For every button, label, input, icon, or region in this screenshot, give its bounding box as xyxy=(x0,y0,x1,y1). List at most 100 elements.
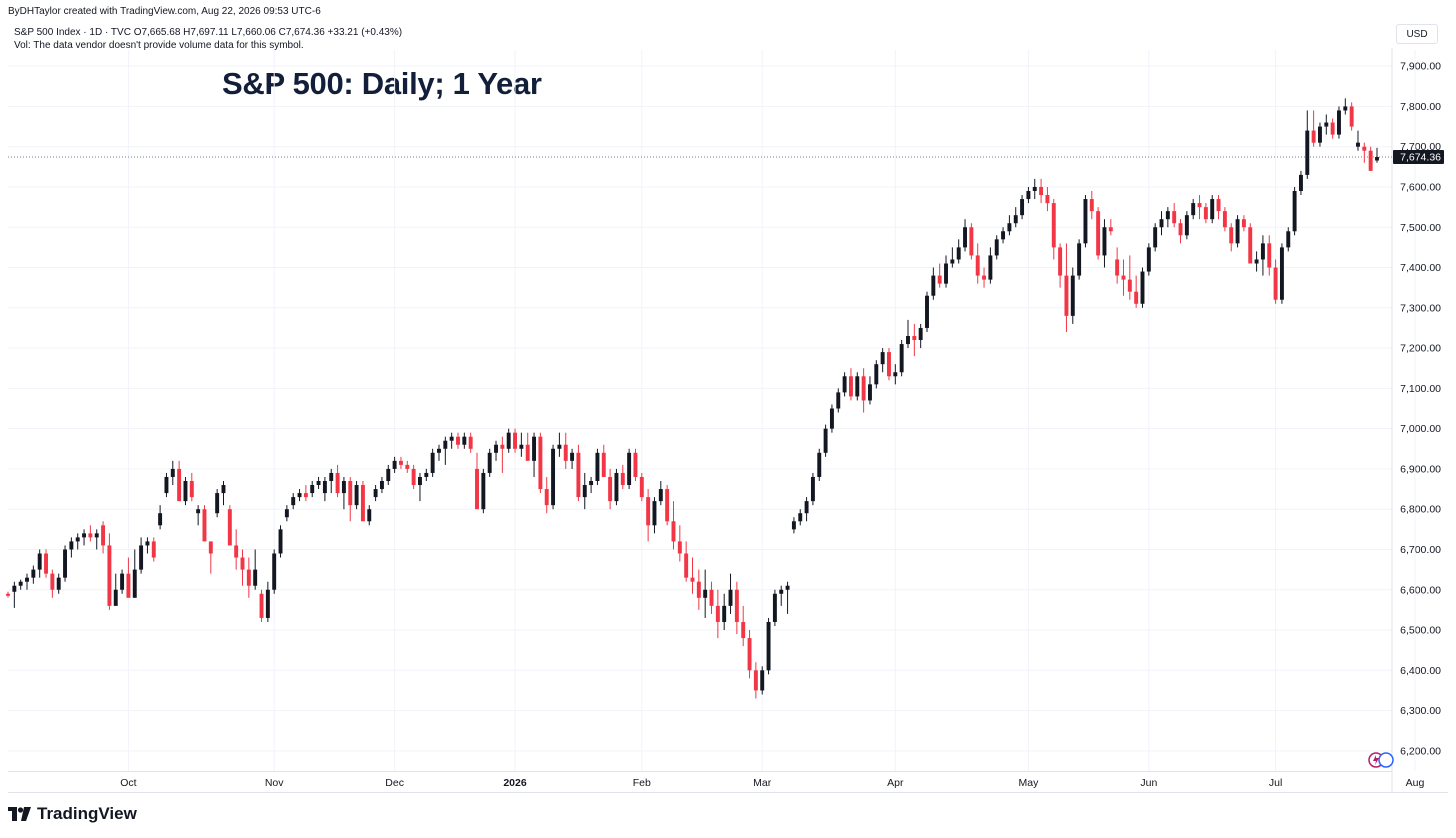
candle[interactable] xyxy=(449,432,454,449)
candle[interactable] xyxy=(627,448,632,490)
candle[interactable] xyxy=(1051,199,1056,260)
candle[interactable] xyxy=(620,464,625,490)
candle[interactable] xyxy=(398,456,403,469)
candle[interactable] xyxy=(1045,186,1050,212)
candle[interactable] xyxy=(341,476,346,510)
candle[interactable] xyxy=(1020,195,1025,220)
candle[interactable] xyxy=(405,460,410,473)
candle[interactable] xyxy=(335,464,340,498)
candle[interactable] xyxy=(994,235,999,260)
candle[interactable] xyxy=(563,432,568,469)
candle[interactable] xyxy=(703,569,708,618)
candle[interactable] xyxy=(418,472,422,502)
candle[interactable] xyxy=(1007,215,1012,236)
candle[interactable] xyxy=(969,223,974,260)
candle[interactable] xyxy=(50,569,55,598)
candle[interactable] xyxy=(151,537,156,562)
candle[interactable] xyxy=(1337,106,1341,139)
candle[interactable] xyxy=(1184,211,1189,240)
candle[interactable] xyxy=(1343,98,1348,115)
candle[interactable] xyxy=(297,489,302,502)
candle[interactable] xyxy=(411,464,416,490)
candle[interactable] xyxy=(354,481,359,510)
candle[interactable] xyxy=(1159,211,1164,236)
candle[interactable] xyxy=(291,493,296,510)
candle[interactable] xyxy=(18,579,23,590)
candle[interactable] xyxy=(240,549,245,586)
candle[interactable] xyxy=(107,533,112,610)
candle[interactable] xyxy=(576,444,581,502)
candle[interactable] xyxy=(1197,195,1202,220)
candle[interactable] xyxy=(1349,102,1354,131)
candle[interactable] xyxy=(1267,235,1272,276)
candle[interactable] xyxy=(215,489,220,518)
candle[interactable] xyxy=(937,263,942,288)
candle[interactable] xyxy=(1001,227,1006,244)
candle[interactable] xyxy=(202,505,207,542)
candle[interactable] xyxy=(1083,195,1088,248)
candle[interactable] xyxy=(367,505,372,526)
candle[interactable] xyxy=(1330,118,1335,139)
candle[interactable] xyxy=(113,573,118,606)
candle[interactable] xyxy=(139,537,144,574)
candle[interactable] xyxy=(1356,130,1360,151)
candle[interactable] xyxy=(741,605,746,647)
candle[interactable] xyxy=(1172,203,1177,228)
candle[interactable] xyxy=(665,485,670,526)
candle[interactable] xyxy=(1178,219,1183,244)
candle[interactable] xyxy=(709,581,714,614)
candle[interactable] xyxy=(25,573,29,590)
candle[interactable] xyxy=(284,505,289,522)
candle[interactable] xyxy=(1241,215,1246,232)
candle[interactable] xyxy=(1317,122,1322,147)
candle[interactable] xyxy=(322,476,327,502)
candle[interactable] xyxy=(601,444,606,477)
candle[interactable] xyxy=(310,481,315,498)
candle[interactable] xyxy=(1292,186,1297,236)
candle[interactable] xyxy=(329,468,334,494)
candle[interactable] xyxy=(37,549,42,578)
candle[interactable] xyxy=(880,348,885,373)
candle[interactable] xyxy=(158,505,163,530)
candle[interactable] xyxy=(950,247,955,268)
candle[interactable] xyxy=(132,549,137,598)
candle[interactable] xyxy=(1070,267,1075,324)
candle[interactable] xyxy=(1235,215,1240,248)
candle[interactable] xyxy=(906,319,910,349)
candle[interactable] xyxy=(373,485,378,502)
candle[interactable] xyxy=(1216,195,1221,220)
candle[interactable] xyxy=(931,267,936,300)
candle[interactable] xyxy=(893,364,898,385)
candle[interactable] xyxy=(551,444,556,510)
candle[interactable] xyxy=(671,501,676,550)
candle[interactable] xyxy=(639,472,644,502)
candle[interactable] xyxy=(468,432,473,453)
candle[interactable] xyxy=(532,432,537,477)
candle[interactable] xyxy=(823,424,828,457)
candle[interactable] xyxy=(69,537,74,558)
candle[interactable] xyxy=(855,372,860,401)
candle[interactable] xyxy=(1375,147,1379,163)
candle[interactable] xyxy=(177,460,182,502)
candle[interactable] xyxy=(696,569,701,610)
candle[interactable] xyxy=(684,541,689,582)
candle[interactable] xyxy=(538,432,543,494)
candle[interactable] xyxy=(1058,243,1063,288)
candle[interactable] xyxy=(208,541,213,574)
candle[interactable] xyxy=(56,573,61,594)
candle[interactable] xyxy=(804,497,809,522)
tradingview-logo[interactable]: TradingView xyxy=(8,804,137,824)
candle[interactable] xyxy=(316,476,321,490)
candle[interactable] xyxy=(728,573,733,614)
candle[interactable] xyxy=(513,428,518,453)
candle[interactable] xyxy=(798,509,803,526)
candle[interactable] xyxy=(1311,110,1316,147)
candle[interactable] xyxy=(753,662,758,699)
candle[interactable] xyxy=(874,360,879,389)
candle[interactable] xyxy=(747,630,752,679)
candle[interactable] xyxy=(1096,207,1101,260)
candle[interactable] xyxy=(1229,223,1234,252)
candle[interactable] xyxy=(443,436,448,465)
candle[interactable] xyxy=(963,219,967,252)
candle[interactable] xyxy=(658,481,663,506)
